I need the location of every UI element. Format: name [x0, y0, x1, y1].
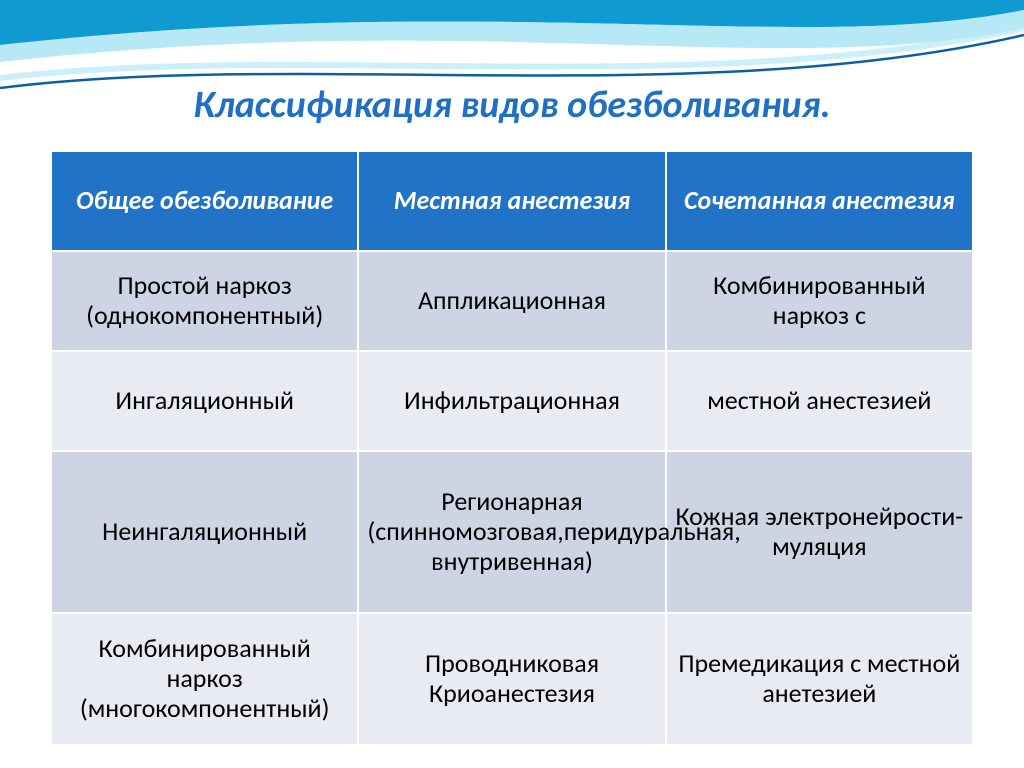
cell: Аппликационная	[358, 251, 665, 351]
slide-title: Классификация видов обезболивания.	[0, 82, 1024, 128]
table-row: Неингаляционный Регионарная (спинномозго…	[51, 451, 973, 613]
cell: Ингаляционный	[51, 351, 358, 451]
classification-table-container: Общее обезболивание Местная анестезия Со…	[50, 150, 974, 746]
table-header-row: Общее обезболивание Местная анестезия Со…	[51, 151, 973, 251]
slide: Классификация видов обезболивания. Общее…	[0, 0, 1024, 768]
cell: Премедикация с местной анетезией	[666, 613, 973, 745]
cell: Инфильтрационная	[358, 351, 665, 451]
cell: местной анестезией	[666, 351, 973, 451]
col-header-combined: Сочетанная анестезия	[666, 151, 973, 251]
col-header-local: Местная анестезия	[358, 151, 665, 251]
cell: Неингаляционный	[51, 451, 358, 613]
cell: Проводниковая Криоанестезия	[358, 613, 665, 745]
table-row: Ингаляционный Инфильтрационная местной а…	[51, 351, 973, 451]
cell: Простой наркоз (однокомпонентный)	[51, 251, 358, 351]
cell: Комбинированный наркоз с	[666, 251, 973, 351]
cell: Регионарная (спинномозговая,перидуральна…	[358, 451, 665, 613]
col-header-general: Общее обезболивание	[51, 151, 358, 251]
table-row: Простой наркоз (однокомпонентный) Апплик…	[51, 251, 973, 351]
cell: Комбинированный наркоз (многокомпонентны…	[51, 613, 358, 745]
classification-table: Общее обезболивание Местная анестезия Со…	[50, 150, 974, 746]
table-row: Комбинированный наркоз (многокомпонентны…	[51, 613, 973, 745]
